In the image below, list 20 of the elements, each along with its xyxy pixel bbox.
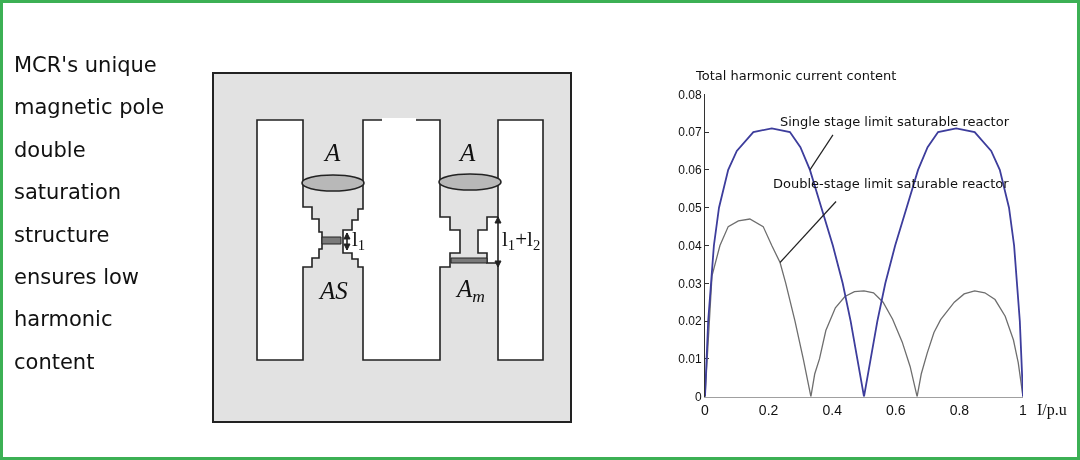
annotation: Single stage limit saturable reactor <box>780 114 1010 129</box>
line-series <box>705 218 1023 397</box>
x-tick-label: 0.6 <box>886 401 906 418</box>
text: MCR's unique magnetic pole double saturation structure ensures low harmonic content <box>14 53 165 374</box>
y-axis-title: Total harmonic current content <box>695 68 897 83</box>
x-tick-label: 0.4 <box>822 401 843 418</box>
line-series <box>705 127 1023 397</box>
y-tick-label: 0 <box>694 389 702 404</box>
x-axis-title: I/p.u <box>1037 401 1067 419</box>
y-tick-label: 0.06 <box>678 163 702 178</box>
x-tick-label: 0.2 <box>758 401 779 418</box>
x-tick-label: 0.8 <box>949 401 970 418</box>
y-tick-label: 0.05 <box>678 200 702 215</box>
x-tick-label: 1 <box>1019 401 1028 418</box>
y-tick-label: 0.01 <box>678 352 702 367</box>
y-tick-label: 0.03 <box>678 276 702 291</box>
y-tick-label: 0.04 <box>678 238 702 253</box>
y-tick-label: 0.02 <box>678 314 702 329</box>
y-tick-label: 0.08 <box>678 87 702 102</box>
y-tick-label: 0.07 <box>678 125 702 140</box>
